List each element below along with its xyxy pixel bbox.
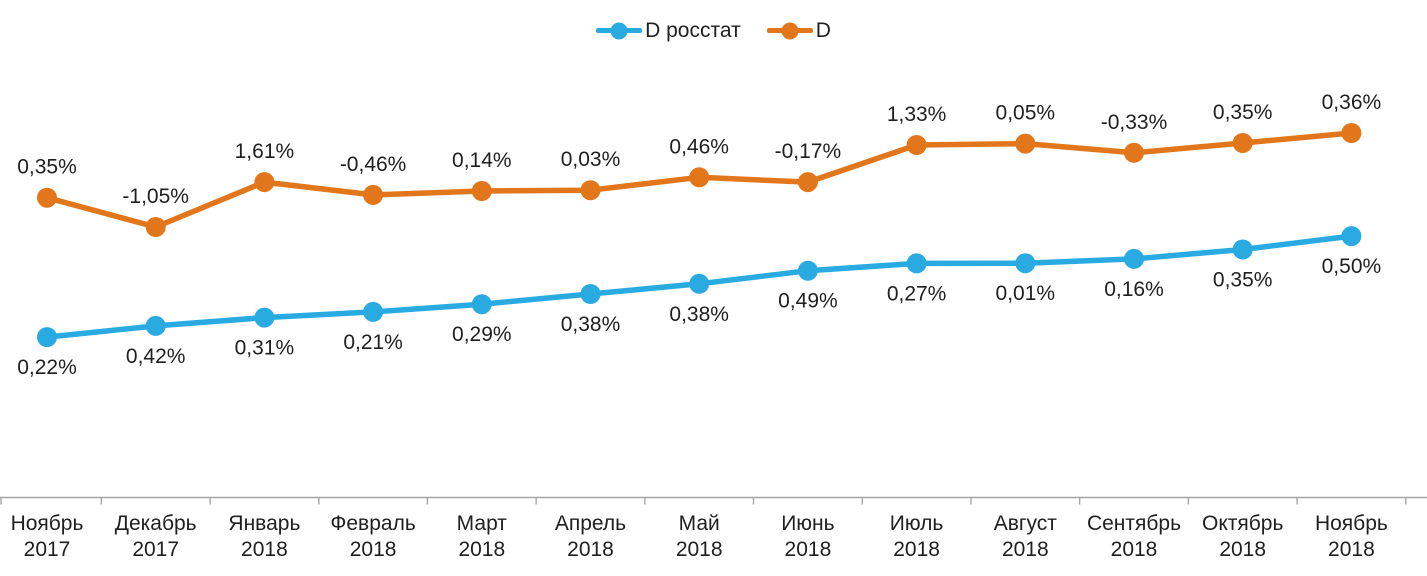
data-point [1232,133,1253,153]
data-point [797,172,818,193]
x-axis-label-year: 2018 [1219,538,1266,561]
data-point [689,167,710,188]
legend-label-d-rosstat: D росстат [645,19,741,42]
x-axis-label-year: 2018 [893,538,940,561]
data-point-label: -0,33% [1101,111,1168,134]
data-point [1341,123,1362,143]
x-axis-label-month: Январь [228,512,300,535]
data-point [1124,248,1144,269]
data-point-label: 0,35% [1213,101,1273,124]
data-point [145,217,166,237]
x-axis-label-year: 2017 [24,538,71,561]
legend-line-dot-icon [596,22,643,39]
data-point-label: 0,16% [1104,278,1164,301]
x-axis-label-month: Май [679,512,720,535]
data-point [580,284,601,304]
data-point-label: 0,36% [1322,91,1382,114]
x-axis-label-month: Ноябрь [1315,512,1388,535]
x-axis-label-month: Сентябрь [1087,512,1181,535]
legend-dot-icon [781,22,799,39]
data-point [37,327,57,348]
data-point [1124,142,1144,163]
x-axis-label-month: Февраль [330,512,415,535]
legend-item-d-rosstat: D росстат [596,20,741,41]
data-point-label: 0,42% [126,345,186,368]
legend-item-d: D [766,19,831,42]
data-point [363,301,384,322]
data-point-label: 0,35% [1213,269,1273,292]
data-point [797,260,818,281]
x-axis-label-year: 2018 [785,538,832,561]
x-axis-label-year: 2018 [350,538,397,561]
data-point-label: 0,29% [452,323,512,346]
x-axis-label-year: 2017 [132,538,179,561]
data-point-label: -1,05% [122,185,189,208]
data-point-label: 0,05% [996,102,1056,125]
x-axis-label-month: Октябрь [1202,512,1283,535]
data-point-label: 0,49% [778,290,838,313]
data-point-label: 0,35% [17,156,77,179]
data-point-label: 1,33% [887,103,947,126]
x-axis-label-month: Ноябрь [11,512,84,535]
x-axis-label-year: 2018 [1002,538,1049,561]
x-axis-label-year: 2018 [458,538,505,561]
x-axis-label-year: 2018 [241,538,288,561]
data-point-label: 0,38% [669,303,729,326]
data-point-label: 0,03% [561,148,621,171]
data-point-label: -0,17% [775,140,842,163]
chart-legend: D росстат D [0,20,1427,41]
data-point [906,253,927,274]
data-point [254,307,275,328]
x-axis-label-year: 2018 [1111,538,1158,561]
data-point [906,135,927,155]
data-point [363,184,384,205]
legend-label-d: D [815,19,831,42]
x-axis-label-month: Декабрь [115,512,197,535]
x-axis-label-year: 2018 [567,538,614,561]
data-point [471,294,492,315]
data-point [37,187,57,208]
data-point-label: 0,46% [669,135,729,158]
data-point [580,180,601,201]
legend-line-dot-icon [766,22,813,39]
data-point [254,172,275,193]
data-point-label: 0,27% [887,282,947,305]
x-axis-label-month: Апрель [555,512,626,535]
data-point [145,315,166,336]
data-point [1341,226,1362,247]
data-point [1015,253,1036,274]
x-axis-label-year: 2018 [1328,538,1375,561]
x-axis-label-year: 2018 [676,538,723,561]
data-point-label: 0,38% [561,313,621,336]
legend-dot-icon [610,22,628,39]
data-point-label: 0,22% [17,356,77,379]
x-axis-label-month: Август [994,512,1058,535]
x-axis-label-month: Июнь [781,512,834,535]
data-point-label: 0,31% [235,337,295,360]
data-point [689,273,710,294]
x-axis-label-month: Март [457,512,508,535]
x-axis-label-month: Июль [890,512,944,535]
data-point-label: -0,46% [340,153,407,176]
data-point-label: 0,21% [343,331,403,354]
data-point-label: 0,14% [452,149,512,172]
data-point [1232,239,1253,260]
data-point-label: 0,50% [1322,255,1382,278]
data-point-label: 0,01% [996,282,1056,305]
data-point [1015,133,1036,154]
data-point-label: 1,61% [235,140,295,163]
data-point [471,181,492,201]
